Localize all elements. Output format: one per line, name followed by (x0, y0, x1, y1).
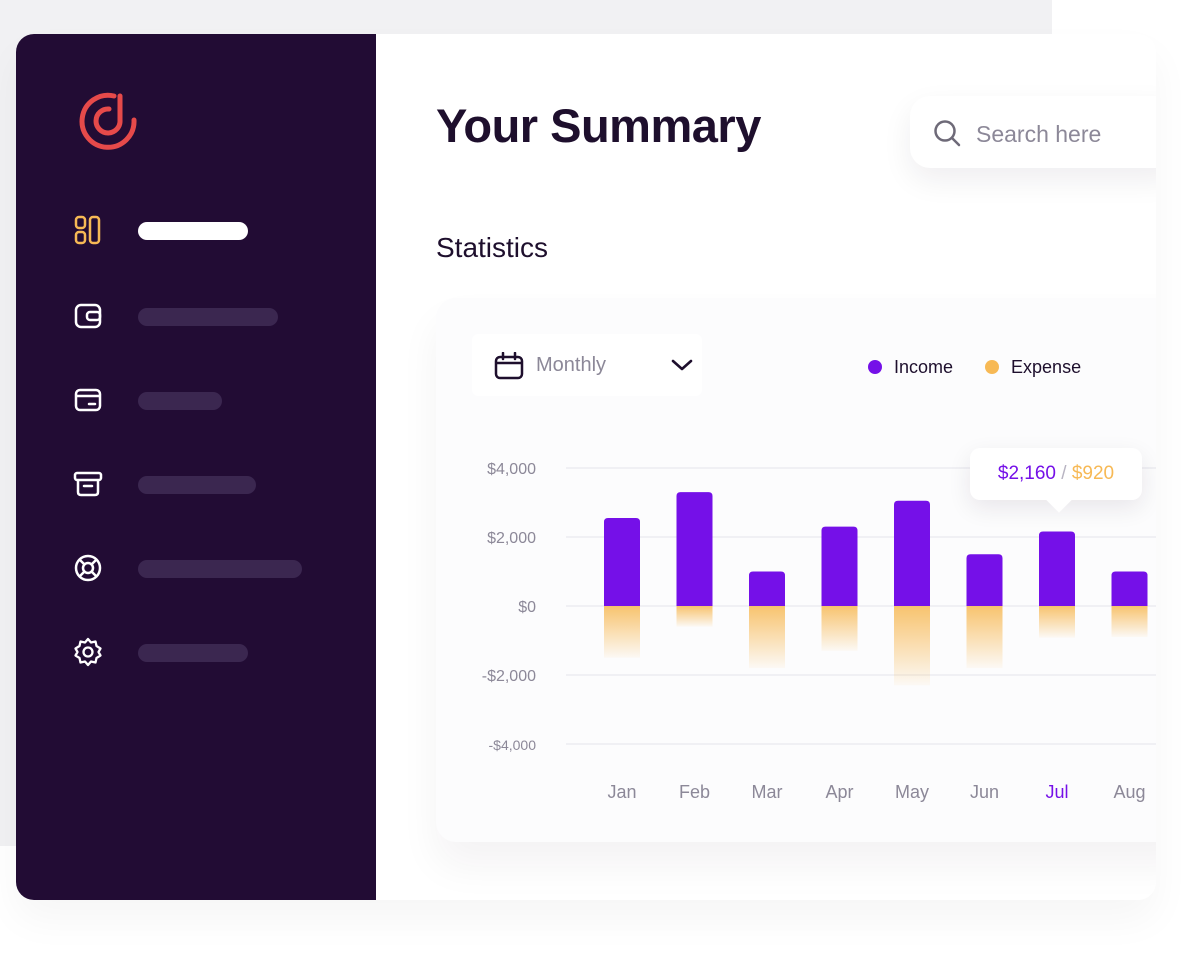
wallet-icon (74, 303, 102, 329)
y-tick-label: $2,000 (487, 530, 536, 547)
sidebar-item-dashboard[interactable] (72, 210, 322, 246)
search-icon (934, 120, 961, 147)
y-tick-label: $0 (518, 599, 536, 616)
sidebar-item-label (138, 476, 256, 494)
support-icon (74, 554, 102, 582)
expense-bar (676, 606, 713, 627)
page-title: Your Summary (436, 99, 761, 152)
dashboard-icon (74, 215, 101, 245)
legend-dot (985, 360, 1000, 374)
sidebar-item-label (138, 644, 248, 662)
x-tick-label: Jan (607, 782, 636, 802)
statistics-card: $4,000 $2,000 $0 -$2,000 -$4,000 Jan Feb Mar Apr… (436, 298, 1156, 842)
legend-dot (868, 360, 882, 374)
sidebar-item-cards[interactable] (72, 380, 322, 416)
sidebar-item-archive[interactable] (72, 464, 322, 500)
chevron-down-icon (671, 359, 693, 371)
sidebar-item-label (138, 392, 222, 410)
search-box[interactable] (910, 96, 1156, 168)
statistics-chart: $4,000 $2,000 $0 -$2,000 -$4,000 Jan Feb Mar Apr… (482, 461, 1156, 802)
sidebar-item-settings[interactable] (72, 632, 322, 668)
settings-icon (74, 637, 102, 667)
tooltip-income: $2,160 (997, 463, 1056, 484)
calendar-icon (494, 352, 524, 380)
x-tick-label: Aug (1113, 782, 1145, 802)
main-content: Your Summary Statistics $4,000 $2,000 $0 -$… (376, 34, 1156, 900)
sidebar-item-label (138, 308, 278, 326)
search-input[interactable] (974, 116, 1156, 152)
card-icon (74, 388, 102, 412)
legend-label: Income (894, 356, 954, 377)
sidebar-item-label (138, 560, 302, 578)
y-tick-label: -$2,000 (482, 668, 536, 685)
income-bar (604, 518, 640, 606)
legend-item-expense: Expense (985, 357, 1081, 378)
x-tick-label: Mar (752, 782, 783, 802)
chart-tooltip: $2,160 / $920 (970, 448, 1142, 500)
app-window: Your Summary Statistics $4,000 $2,000 $0 -$… (16, 34, 1156, 900)
y-tick-label: $4,000 (487, 461, 536, 478)
x-tick-label: Apr (825, 782, 853, 802)
legend-item-income: Income (868, 357, 953, 378)
sidebar (16, 34, 376, 900)
legend-label: Expense (1011, 356, 1082, 377)
x-tick-label: Feb (679, 782, 710, 802)
expense-bar (604, 606, 640, 658)
archive-icon (73, 471, 103, 497)
tooltip-separator: / (1061, 463, 1067, 484)
x-tick-label: May (895, 782, 929, 802)
income-bar (749, 571, 785, 606)
x-tick-label: Jun (970, 782, 999, 802)
logo-icon[interactable] (76, 88, 140, 152)
income-bar (676, 492, 713, 606)
expense-bar (894, 606, 930, 686)
income-bar (1039, 531, 1075, 606)
sidebar-item-wallet[interactable] (72, 296, 322, 332)
expense-bar (1111, 606, 1148, 638)
sidebar-item-label (138, 222, 248, 240)
period-dropdown[interactable]: Monthly (472, 334, 702, 396)
tooltip-expense: $920 (1071, 463, 1115, 484)
expense-bar (749, 606, 785, 669)
income-bar (966, 554, 1003, 606)
income-bar (894, 500, 930, 606)
chart-legend: Income Expense (868, 354, 1113, 380)
statistics-title: Statistics (436, 232, 549, 263)
income-bar (821, 526, 858, 606)
sidebar-item-support[interactable] (72, 548, 322, 584)
period-selected: Monthly (536, 354, 607, 376)
y-tick-label: -$4,000 (489, 737, 537, 753)
expense-bar (821, 606, 858, 651)
x-tick-label: Jul (1045, 782, 1068, 802)
expense-bar (966, 606, 1003, 669)
income-bar (1111, 571, 1148, 606)
expense-bar (1039, 606, 1075, 638)
